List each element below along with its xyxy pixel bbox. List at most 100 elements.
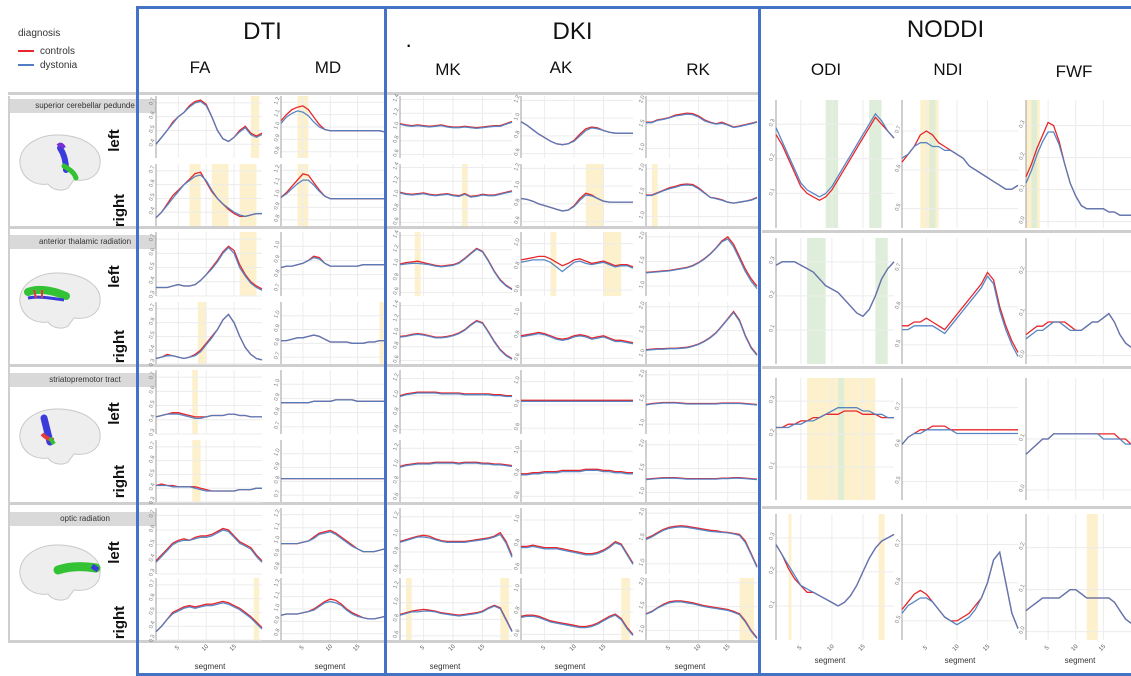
y-tick-label: 1.0: [392, 459, 400, 468]
y-tick-label: 0.6: [513, 490, 521, 499]
significance-band: [189, 164, 201, 226]
x-axis-label: segment: [944, 656, 976, 665]
y-tick-label: 0.6: [513, 352, 521, 361]
panel-rk-right: 1.0 1.5 2.0: [638, 439, 758, 502]
y-tick-label: 0.9: [273, 201, 281, 210]
x-axis-label: segment: [674, 662, 706, 671]
dystonia-line: [156, 246, 263, 291]
y-tick-label: 1.0: [638, 143, 646, 152]
x-tick-label: 15: [477, 643, 486, 652]
tract-label-anterior-thalamic: anterior thalamic radiation: [8, 235, 162, 249]
dystonia-line: [399, 190, 513, 198]
tract-label-superior-cerebellar: superior cerebellar pedunde: [8, 99, 162, 113]
panel-background: [646, 302, 757, 364]
x-tick-label: 10: [201, 643, 210, 652]
controls-line: [520, 613, 634, 635]
y-tick-label: 0.8: [392, 546, 400, 555]
y-tick-label: 1.5: [638, 187, 646, 196]
y-tick-label: 1.4: [392, 300, 400, 309]
y-tick-label: 0.6: [513, 148, 521, 157]
significance-band: [239, 164, 257, 226]
legend-item-controls: controls: [14, 44, 134, 58]
y-tick-label: 0.7: [148, 303, 156, 312]
y-tick-label: 0.0: [1018, 626, 1026, 635]
y-tick-label: 0.6: [513, 628, 521, 637]
y-tick-label: 0.0: [1018, 484, 1026, 493]
y-tick-label: 0.7: [148, 509, 156, 518]
y-tick-label: 1.2: [273, 96, 281, 105]
panel-ak-right: 0.6 0.8 1.0: [513, 440, 633, 502]
y-tick-label: 1.5: [638, 325, 646, 334]
y-tick-label: 0.5: [148, 331, 156, 340]
panel-mk-left: 0.6 0.8 1.0 1.2: [392, 508, 513, 574]
y-tick-label: 0.3: [768, 532, 776, 541]
panel-rk-left: 1.0 1.5 2.0: [638, 95, 758, 158]
y-tick-label: 0.8: [273, 214, 281, 223]
y-tick-label: 0.7: [148, 165, 156, 174]
y-tick-label: 0.7: [273, 489, 281, 498]
dystonia-line: [281, 531, 386, 553]
dystonia-line: [645, 601, 758, 640]
y-tick-label: 0.8: [392, 203, 400, 212]
y-tick-label: 0.7: [273, 421, 281, 430]
y-tick-label: 1.2: [392, 244, 400, 253]
y-tick-label: 2.0: [638, 95, 646, 104]
y-tick-label: 0.6: [392, 564, 400, 573]
dystonia-line: [775, 261, 895, 318]
y-tick-label: 2.0: [638, 507, 646, 516]
significance-band: [878, 514, 885, 640]
y-tick-label: 1.0: [392, 189, 400, 198]
tract-label-optic-radiation: optic radiation: [8, 512, 162, 526]
y-tick-label: 0.8: [392, 613, 400, 622]
panel-odi-left: 0.1 0.2 0.3 5 10 15: [768, 514, 895, 653]
metric-label-ak: AK: [549, 58, 573, 77]
y-tick-label: 2.0: [638, 163, 646, 172]
y-tick-label: 1.0: [513, 445, 521, 454]
row-separator: [8, 92, 760, 95]
controls-line: [645, 525, 758, 567]
panel-background: [521, 96, 633, 158]
panel-background: [776, 238, 894, 364]
y-tick-label: 1.0: [392, 258, 400, 267]
y-tick-label: 0.5: [148, 539, 156, 548]
panel-rk-right: 1.0 1.5 2.0 5 10 15: [638, 577, 758, 653]
panel-fwf-left: 0.0 0.1: [1018, 378, 1131, 500]
y-tick-label: 1.0: [392, 121, 400, 130]
y-tick-label: 0.8: [513, 198, 521, 207]
y-tick-label: 1.2: [392, 175, 400, 184]
panel-background: [646, 440, 757, 502]
x-tick-label: 10: [1071, 643, 1080, 652]
y-tick-label: 1.2: [513, 95, 521, 104]
y-tick-label: 1.0: [392, 528, 400, 537]
y-tick-label: 1.0: [513, 376, 521, 385]
x-axis-label: segment: [314, 662, 346, 671]
y-tick-label: 0.4: [148, 482, 156, 491]
y-tick-label: 1.0: [273, 448, 281, 457]
row-separator: [762, 366, 1131, 369]
controls-line: [399, 604, 513, 632]
dystonia-line: [399, 533, 513, 558]
panel-rk-left: 1.0 1.5 2.0: [638, 231, 758, 296]
panel-ak-right: 0.6 0.8 1.0 5 10 15: [513, 578, 634, 653]
metric-label-ndi: NDI: [933, 60, 963, 79]
dystonia-line: [521, 542, 634, 565]
controls-line: [521, 540, 634, 564]
x-tick-label: 10: [952, 643, 961, 652]
panel-md-left: 0.7 0.8 0.9 1.0: [273, 370, 385, 434]
dystonia-line: [155, 313, 263, 361]
dystonia-line: [155, 602, 263, 633]
y-tick-label: 0.8: [513, 606, 521, 615]
panel-mk-right: 0.6 0.8 1.0 1.2 5 10 15: [392, 578, 513, 653]
y-tick-label: 0.8: [273, 561, 281, 570]
y-tick-label: 0.8: [513, 399, 521, 408]
panel-background: [646, 508, 757, 574]
y-tick-label: 0.6: [894, 164, 902, 173]
y-tick-label: 0.1: [768, 324, 776, 333]
y-tick-label: 0.3: [768, 118, 776, 127]
legend-title: diagnosis: [18, 28, 61, 39]
y-tick-label: 1.0: [638, 280, 646, 289]
panel-mk-right: 0.6 0.8 1.0 1.2 1.4: [392, 162, 513, 226]
panel-background: [400, 440, 512, 502]
y-tick-label: 0.5: [148, 125, 156, 134]
dystonia-line: [520, 332, 634, 345]
